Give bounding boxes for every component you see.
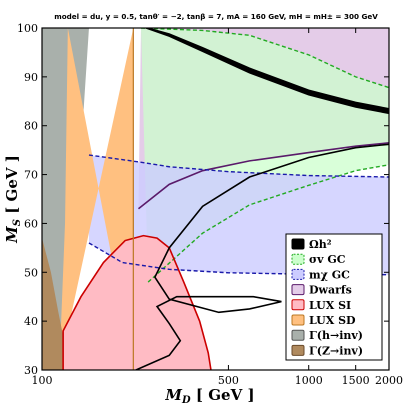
y-tick-label: 80	[24, 120, 38, 133]
legend-swatch-mchi	[291, 268, 305, 280]
legend-label-gz: Γ(Z→inv)	[309, 344, 363, 357]
relic-density-curve	[135, 143, 389, 370]
lux-si-boundary	[62, 234, 212, 370]
legend-swatch-omega	[291, 238, 305, 250]
lux-si-region	[63, 235, 211, 370]
legend: Ωh² σv GC mχ GC Dwarfs LUX SI LUX SD Γ(h→inv) Γ…	[285, 233, 383, 361]
sigmav-lower-boundary	[147, 164, 389, 283]
relic-density-band	[145, 28, 389, 115]
x-tick-label: 1000	[295, 374, 323, 387]
legend-label-luxsi: LUX SI	[309, 299, 351, 312]
x-tick-label: 100	[32, 374, 53, 387]
legend-label-mchi: mχ GC	[309, 268, 350, 281]
mchi-upper-boundary	[88, 154, 389, 178]
legend-swatch-sigmav	[291, 253, 305, 265]
x-tick-label: 500	[218, 374, 239, 387]
y-tick-label: 100	[17, 22, 38, 35]
lux-sd-region	[59, 28, 134, 370]
dwarfs-boundary-line	[137, 142, 389, 210]
legend-swatch-luxsi	[291, 299, 305, 311]
legend-label-sigmav: σv GC	[309, 253, 346, 266]
legend-label-gh: Γ(h→inv)	[309, 329, 363, 342]
y-axis-ticks: 30 40 50 60 70 80 90 100	[17, 22, 389, 377]
y-axis-label: MS [ GeV ]	[3, 155, 23, 244]
x-axis-label: MD [ GeV ]	[164, 386, 254, 406]
legend-swatch-gz	[291, 344, 305, 356]
legend-label-luxsd: LUX SD	[309, 314, 356, 327]
y-tick-label: 30	[24, 364, 38, 377]
y-tick-label: 40	[24, 315, 38, 328]
legend-label-omega: Ωh²	[309, 238, 332, 251]
sigmav-upper-boundary	[140, 28, 389, 89]
y-tick-label: 60	[24, 217, 38, 230]
legend-label-dwarfs: Dwarfs	[309, 284, 352, 297]
chart-title: model = du, y = 0.5, tanθ′ = −2, tanβ = …	[54, 12, 378, 21]
x-tick-label: 1500	[342, 374, 370, 387]
x-tick-label: 2000	[375, 374, 403, 387]
y-tick-label: 90	[24, 71, 38, 84]
x-axis-ticks: 100 500 1000 1500 2000	[32, 28, 403, 387]
y-tick-label: 50	[24, 266, 38, 279]
plot-frame	[41, 27, 390, 371]
legend-swatch-luxsd	[291, 314, 305, 326]
legend-swatch-dwarfs	[291, 284, 305, 296]
y-tick-label: 70	[24, 169, 38, 182]
gamma-z-inv-region	[42, 238, 71, 370]
legend-swatch-gh	[291, 329, 305, 341]
